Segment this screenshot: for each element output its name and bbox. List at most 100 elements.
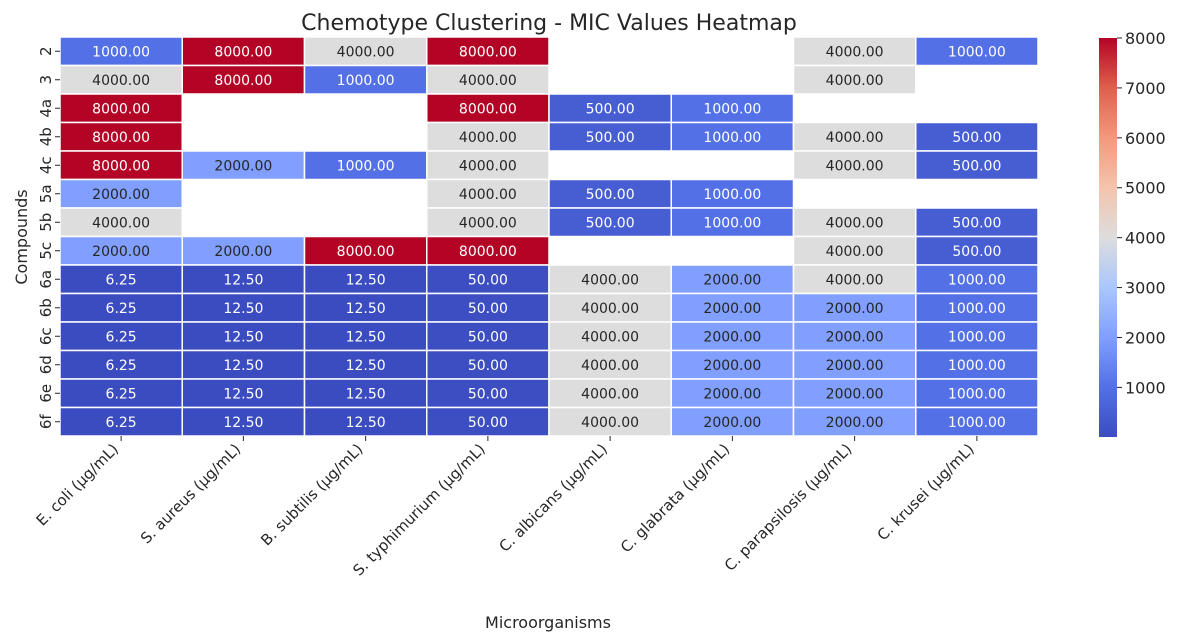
cell-value-label: 12.50 xyxy=(223,415,263,431)
heatmap-cell xyxy=(915,150,1039,181)
cell-value-label: 6.25 xyxy=(106,358,137,374)
cell-value-label: 12.50 xyxy=(346,386,386,402)
heatmap-cell xyxy=(915,406,1039,437)
chart-title: Chemotype Clustering - MIC Values Heatma… xyxy=(301,11,797,36)
x-tick-label: C. parapsilosis (µg/mL) xyxy=(721,440,856,575)
heatmap-cell xyxy=(915,378,1039,409)
y-tick-label: 6f xyxy=(37,414,55,430)
heatmap-cell xyxy=(303,292,428,323)
heatmap-cell xyxy=(915,264,1039,295)
heatmap-cell xyxy=(303,64,428,95)
cell-value-label: 2000.00 xyxy=(214,158,272,174)
heatmap-cell xyxy=(548,321,672,352)
x-tick-label: S. typhimurium (µg/mL) xyxy=(349,440,488,579)
cell-value-label: 4000.00 xyxy=(459,73,517,89)
heatmap-cell xyxy=(181,378,306,409)
y-axis-label: Compounds xyxy=(12,189,31,284)
cell-value-label: 4000.00 xyxy=(826,158,884,174)
heatmap-cell xyxy=(426,64,550,95)
cell-value-label: 4000.00 xyxy=(581,272,639,288)
colorbar-tick-label: 7000 xyxy=(1125,79,1166,98)
colorbar-tick-label: 3000 xyxy=(1125,279,1166,298)
colorbar-gradient xyxy=(1099,38,1117,437)
cell-value-label: 4000.00 xyxy=(581,301,639,317)
heatmap-cell xyxy=(670,121,795,152)
heatmap-cell xyxy=(548,207,672,238)
cell-value-label: 8000.00 xyxy=(92,101,150,117)
cell-value-label: 1000.00 xyxy=(703,130,761,146)
cell-value-label: 4000.00 xyxy=(826,244,884,260)
cell-value-label: 500.00 xyxy=(952,215,1001,231)
heatmap-cell xyxy=(59,349,183,380)
cell-value-label: 12.50 xyxy=(223,358,263,374)
colorbar-tick-label: 1000 xyxy=(1125,378,1166,397)
heatmap-cell xyxy=(426,36,550,67)
cell-value-label: 500.00 xyxy=(586,101,635,117)
cell-value-label: 1000.00 xyxy=(948,301,1006,317)
cell-value-label: 2000.00 xyxy=(92,244,150,260)
cell-value-label: 2000.00 xyxy=(703,358,761,374)
cell-value-label: 1000.00 xyxy=(948,386,1006,402)
cell-value-label: 1000.00 xyxy=(337,158,395,174)
y-tick-label: 5a xyxy=(37,184,55,203)
cell-value-label: 4000.00 xyxy=(826,73,884,89)
cell-value-label: 2000.00 xyxy=(826,329,884,345)
cell-value-label: 4000.00 xyxy=(581,329,639,345)
heatmap-cell xyxy=(548,406,672,437)
cell-value-label: 2000.00 xyxy=(826,358,884,374)
cell-value-label: 1000.00 xyxy=(337,73,395,89)
x-tick-label: E. coli (µg/mL) xyxy=(33,440,122,529)
cell-value-label: 2000.00 xyxy=(703,301,761,317)
cell-value-label: 2000.00 xyxy=(826,415,884,431)
cell-value-label: 1000.00 xyxy=(703,187,761,203)
x-tick-label: C. glabrata (µg/mL) xyxy=(617,440,733,556)
cell-value-label: 1000.00 xyxy=(92,44,150,60)
heatmap-cell xyxy=(792,207,917,238)
cell-value-label: 4000.00 xyxy=(826,130,884,146)
y-tick-label: 4b xyxy=(37,127,55,146)
cell-value-label: 4000.00 xyxy=(581,358,639,374)
y-tick-label: 4a xyxy=(37,99,55,118)
x-tick-labels: E. coli (µg/mL) S. aureus (µg/mL) B. subti… xyxy=(33,436,978,580)
cell-value-label: 12.50 xyxy=(346,329,386,345)
cell-value-label: 2000.00 xyxy=(703,329,761,345)
cell-value-label: 1000.00 xyxy=(948,44,1006,60)
x-tick-label: C. albicans (µg/mL) xyxy=(495,440,611,556)
cell-value-label: 500.00 xyxy=(952,244,1001,260)
heatmap-cell xyxy=(181,64,306,95)
cell-value-label: 12.50 xyxy=(346,415,386,431)
cell-value-label: 4000.00 xyxy=(826,215,884,231)
cell-value-label: 8000.00 xyxy=(459,44,517,60)
colorbar-tick-label: 2000 xyxy=(1125,328,1166,347)
heatmap-cell xyxy=(181,292,306,323)
cell-value-label: 12.50 xyxy=(223,386,263,402)
heatmap-cell xyxy=(915,349,1039,380)
cell-value-label: 1000.00 xyxy=(948,329,1006,345)
heatmap-cell xyxy=(181,321,306,352)
cell-value-label: 50.00 xyxy=(468,329,508,345)
heatmap-cell xyxy=(792,235,917,266)
cell-value-label: 8000.00 xyxy=(92,158,150,174)
heatmap-cell xyxy=(548,292,672,323)
heatmap-cell xyxy=(670,378,795,409)
heatmap-cell xyxy=(303,264,428,295)
heatmap-cell xyxy=(670,349,795,380)
cell-value-label: 2000.00 xyxy=(703,386,761,402)
heatmap-cell xyxy=(792,264,917,295)
heatmap-cells: 1000.00 8000.00 4000.00 8000.00 4000.00 1000.… xyxy=(59,36,1039,437)
cell-value-label: 2000.00 xyxy=(703,415,761,431)
cell-value-label: 1000.00 xyxy=(948,272,1006,288)
cell-value-label: 2000.00 xyxy=(703,272,761,288)
cell-value-label: 4000.00 xyxy=(459,215,517,231)
colorbar-tick-label: 8000 xyxy=(1125,29,1166,48)
cell-value-label: 500.00 xyxy=(586,130,635,146)
cell-value-label: 50.00 xyxy=(468,415,508,431)
cell-value-label: 50.00 xyxy=(468,301,508,317)
heatmap-cell xyxy=(670,178,795,209)
heatmap-cell xyxy=(548,264,672,295)
cell-value-label: 2000.00 xyxy=(214,244,272,260)
cell-value-label: 6.25 xyxy=(106,329,137,345)
heatmap-cell xyxy=(426,292,550,323)
